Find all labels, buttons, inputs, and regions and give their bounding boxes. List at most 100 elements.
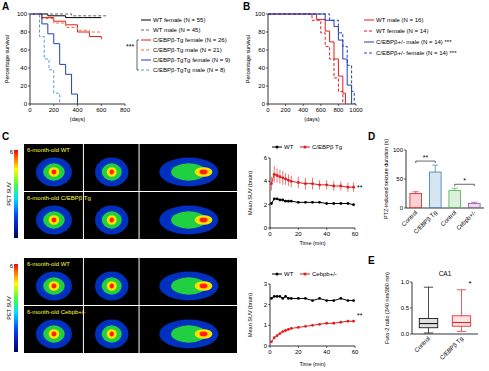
point xyxy=(318,297,321,300)
y-tick xyxy=(410,334,412,335)
x-tick-label: 20 xyxy=(295,231,302,237)
y-tick xyxy=(28,104,30,105)
legend-label: C/EBPβ-TgTg female (N = 9) xyxy=(153,57,230,63)
x-axis-label: (days) xyxy=(70,116,85,122)
point xyxy=(352,186,355,189)
y-tick xyxy=(266,68,268,69)
y-axis-label: Mean SUV (brain) xyxy=(247,171,253,215)
x-tick xyxy=(53,104,54,106)
pet-signal xyxy=(102,277,122,294)
legend-swatch xyxy=(272,274,282,275)
point xyxy=(290,297,293,300)
y-tick xyxy=(268,325,270,326)
pet-signal xyxy=(195,215,213,225)
pet-signal xyxy=(159,206,218,235)
y-axis xyxy=(268,14,269,104)
point xyxy=(311,324,314,327)
point xyxy=(287,328,290,331)
point xyxy=(281,199,284,202)
error-bar xyxy=(340,181,341,190)
pet-signal xyxy=(52,218,57,223)
y-tick xyxy=(266,32,268,33)
point xyxy=(339,297,342,300)
x-tick-label: 40 xyxy=(323,231,330,237)
pet-signal xyxy=(195,329,213,339)
point xyxy=(347,202,350,205)
error-bar xyxy=(277,169,278,183)
y-tick xyxy=(268,181,270,182)
point xyxy=(276,295,279,298)
point xyxy=(279,332,282,335)
x-axis xyxy=(270,228,355,229)
colorbar-label: PET SUV xyxy=(6,296,12,320)
error-bar xyxy=(471,202,477,203)
y-tick-label: 40 xyxy=(258,65,265,71)
bracket xyxy=(455,184,475,186)
x-tick xyxy=(77,104,78,106)
legend-label: C/EBPβ+/- female (N = 14) *** xyxy=(376,50,457,56)
pet-signal xyxy=(95,206,128,235)
pet-signal xyxy=(110,284,114,289)
error-bar xyxy=(326,180,327,189)
y-tick xyxy=(404,208,406,209)
y-tick xyxy=(28,32,30,33)
legend-label: C/EBPβ-TgTg male (N = 8) xyxy=(153,67,225,73)
point xyxy=(284,200,287,203)
y-tick-label: 1 xyxy=(264,322,268,328)
panel-letter: D xyxy=(368,131,375,142)
error-bar xyxy=(452,188,458,190)
y-tick-label: 80 xyxy=(258,29,265,35)
point xyxy=(311,299,314,302)
pet-signal xyxy=(107,281,117,291)
pet-signal xyxy=(36,272,72,301)
legend-swatch xyxy=(141,40,151,41)
y-tick-label: 0.0 xyxy=(401,331,410,337)
pet-signal xyxy=(200,332,208,337)
pet-panel xyxy=(140,144,237,191)
point xyxy=(270,202,273,205)
x-tick xyxy=(30,104,31,106)
panel-letter: B xyxy=(243,1,250,12)
axes: 02004006008001000020406080100 xyxy=(255,11,363,113)
figure: 0200400600800020406080100Percentage surv… xyxy=(0,0,489,371)
series-line xyxy=(30,14,101,39)
point xyxy=(290,180,293,183)
point xyxy=(352,320,355,323)
point xyxy=(270,297,273,300)
point xyxy=(325,202,328,205)
point xyxy=(339,321,342,324)
y-tick xyxy=(266,14,268,15)
point xyxy=(304,201,307,204)
pet-signal xyxy=(49,167,60,177)
error-bar xyxy=(279,170,280,184)
plot-area xyxy=(270,295,355,343)
x-tick-label: 0 xyxy=(28,107,32,113)
pet-signal xyxy=(102,325,122,342)
colorbar xyxy=(14,150,18,238)
series-line xyxy=(271,321,353,342)
pet-signal xyxy=(107,167,117,177)
y-tick-label: 100 xyxy=(17,11,28,17)
pet-panel xyxy=(24,258,83,305)
x-tick xyxy=(285,104,286,106)
y-axis xyxy=(30,14,31,104)
y-tick xyxy=(268,204,270,205)
upper-whisker xyxy=(461,290,462,316)
axes: 0.00.51.0 xyxy=(401,279,412,337)
x-tick xyxy=(298,228,299,230)
x-tick-label: 600 xyxy=(316,107,327,113)
bar xyxy=(410,194,422,209)
y-tick xyxy=(28,86,30,87)
pet-signal xyxy=(36,158,72,187)
point xyxy=(332,185,335,188)
plot-area xyxy=(270,166,355,206)
y-tick xyxy=(410,282,412,283)
pet-signal xyxy=(200,218,208,223)
x-tick-label: Control xyxy=(401,209,419,227)
pet-signal xyxy=(36,206,72,235)
pet-panel xyxy=(140,306,237,353)
series-line xyxy=(268,14,345,104)
y-tick xyxy=(28,68,30,69)
whisker-cap xyxy=(457,289,466,290)
y-tick-label: 60 xyxy=(258,47,265,53)
